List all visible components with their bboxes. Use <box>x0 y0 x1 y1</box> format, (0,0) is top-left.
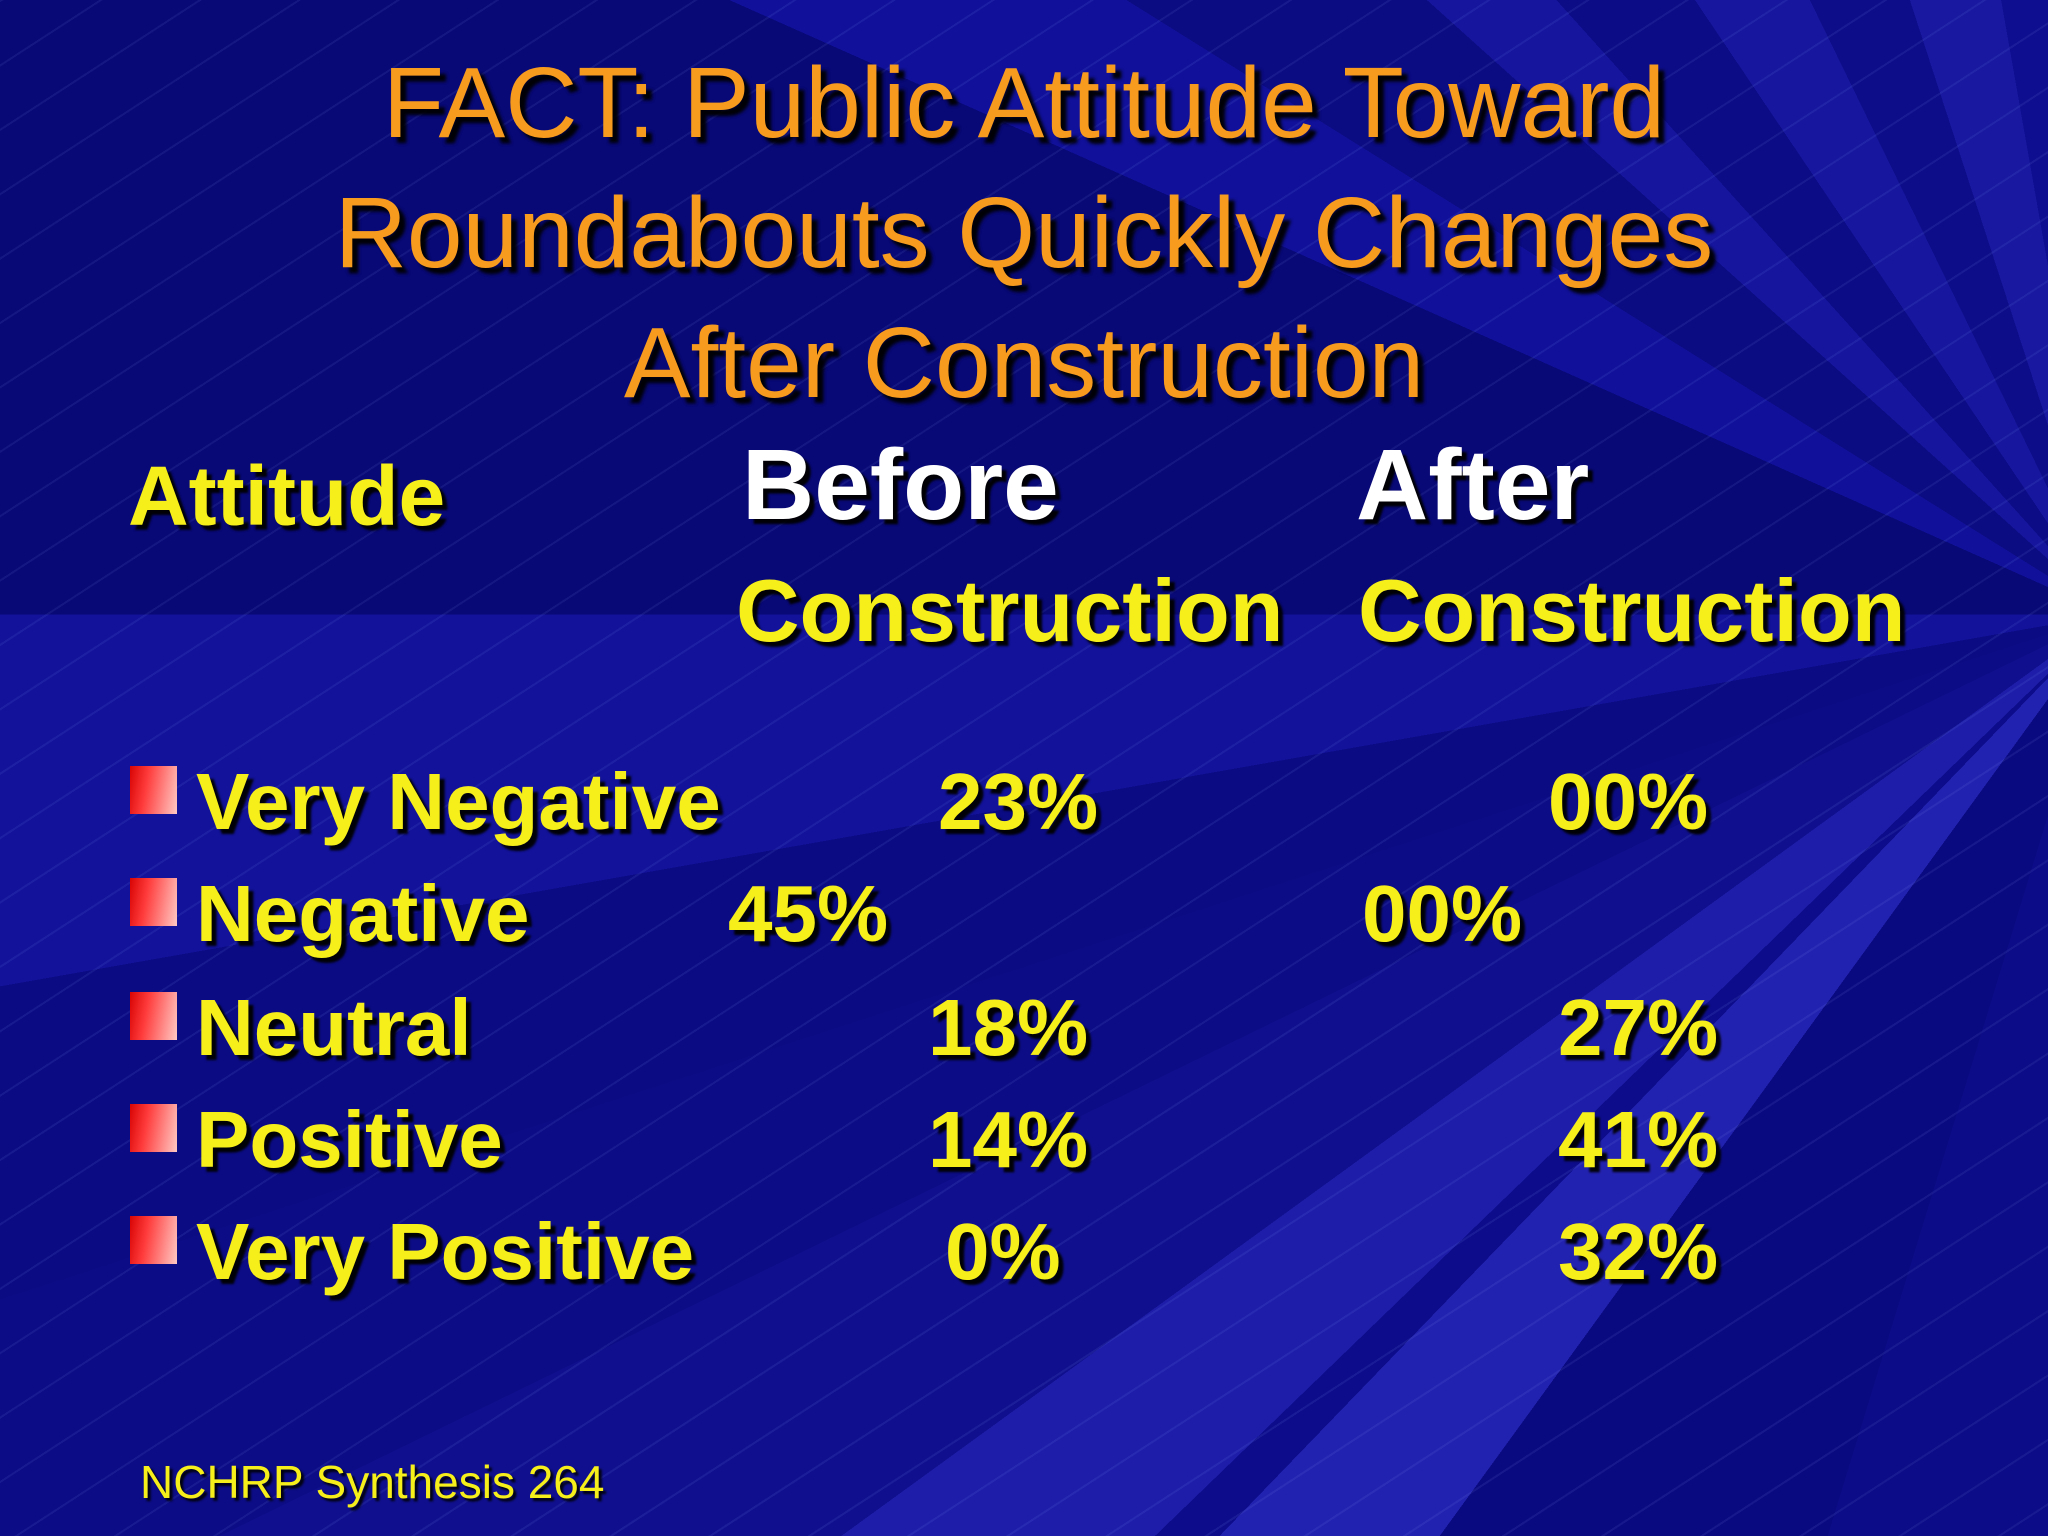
column-header-after: After <box>1356 429 1590 541</box>
table-row: Neutral 18% 27% <box>0 982 2048 1082</box>
row-label: Negative <box>196 869 530 958</box>
row-label: Very Positive <box>196 1207 695 1296</box>
column-header-after-construction: Construction <box>1358 561 1906 660</box>
row-before-value: 23% <box>938 757 1099 846</box>
bullet-icon <box>130 878 177 926</box>
row-after-value: 00% <box>1548 757 1709 846</box>
row-label: Positive <box>196 1095 503 1184</box>
slide-title: FACT: Public Attitude Toward Roundabouts… <box>0 38 2048 428</box>
title-line-2: Roundabouts Quickly Changes <box>334 177 1714 289</box>
bullet-icon <box>130 992 177 1040</box>
table-row: Positive 14% 41% <box>0 1094 2048 1194</box>
row-before-value: 14% <box>928 1095 1089 1184</box>
column-header-attitude: Attitude <box>128 449 446 543</box>
table-row: Very Negative 23% 00% <box>0 756 2048 856</box>
title-line-1: FACT: Public Attitude Toward <box>382 47 1666 159</box>
row-after-value: 00% <box>1362 869 1523 958</box>
source-citation: NCHRP Synthesis 264 <box>140 1456 605 1508</box>
column-header-before-construction: Construction <box>736 561 1284 660</box>
bullet-icon <box>130 1216 177 1264</box>
row-before-value: 0% <box>945 1207 1061 1296</box>
bullet-icon <box>130 766 177 814</box>
table-row: Negative 45% 00% <box>0 868 2048 968</box>
row-before-value: 45% <box>728 869 889 958</box>
row-label: Neutral <box>196 983 472 1072</box>
row-after-value: 27% <box>1558 983 1719 1072</box>
table-row: Very Positive 0% 32% <box>0 1206 2048 1306</box>
column-header-before: Before <box>742 429 1059 541</box>
bullet-icon <box>130 1104 177 1152</box>
title-line-3: After Construction <box>623 307 1425 419</box>
row-after-value: 41% <box>1558 1095 1719 1184</box>
row-before-value: 18% <box>928 983 1089 1072</box>
row-after-value: 32% <box>1558 1207 1719 1296</box>
row-label: Very Negative <box>196 757 721 846</box>
